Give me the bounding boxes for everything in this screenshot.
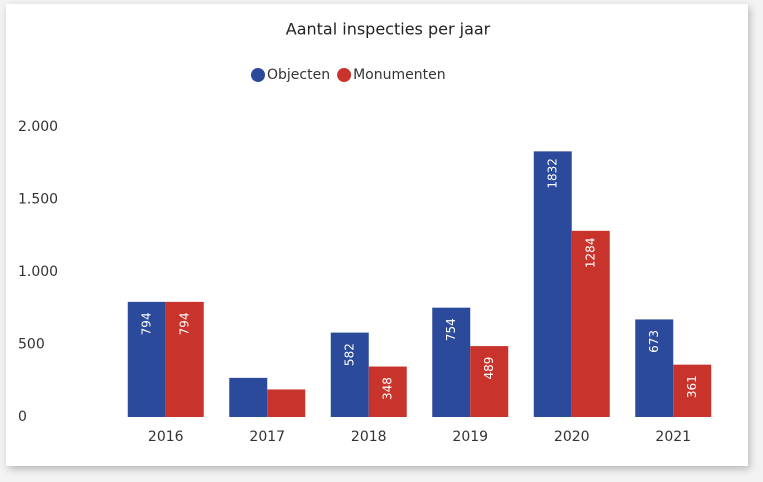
data-label: 794	[177, 312, 191, 335]
legend-label: Monumenten	[353, 67, 446, 83]
data-label: 582	[342, 343, 356, 366]
bar	[470, 346, 509, 417]
bar	[368, 366, 407, 417]
bar	[330, 332, 369, 417]
legend-label: Objecten	[267, 67, 330, 83]
y-tick-label: 500	[18, 337, 45, 353]
x-tick-label: 2017	[249, 429, 285, 445]
bar	[432, 307, 471, 417]
bar	[267, 389, 306, 417]
data-label: 673	[647, 330, 661, 353]
bar	[127, 301, 166, 417]
y-tick-label: 1.000	[18, 264, 58, 280]
bar	[635, 319, 674, 417]
y-tick-label: 0	[18, 409, 27, 425]
bar	[533, 151, 572, 418]
legend-marker	[337, 68, 352, 82]
x-tick-label: 2016	[148, 429, 184, 445]
data-label: 1832	[545, 158, 559, 189]
data-label: 754	[444, 318, 458, 341]
data-label: 361	[685, 375, 699, 398]
data-label: 794	[139, 312, 153, 335]
legend-marker	[251, 68, 265, 82]
data-label: 489	[482, 357, 496, 380]
bar	[165, 301, 204, 417]
bar	[229, 377, 268, 417]
x-tick-label: 2021	[655, 429, 691, 445]
x-tick-label: 2019	[452, 429, 488, 445]
x-tick-label: 2018	[351, 429, 387, 445]
y-tick-label: 1.500	[18, 192, 58, 208]
bar	[571, 230, 610, 417]
chart-title: Aantal inspecties per jaar	[286, 20, 491, 39]
x-tick-label: 2020	[554, 429, 590, 445]
bar	[673, 364, 712, 417]
y-tick-label: 2.000	[18, 119, 58, 135]
data-label: 348	[380, 377, 394, 400]
data-label: 1284	[583, 238, 597, 269]
